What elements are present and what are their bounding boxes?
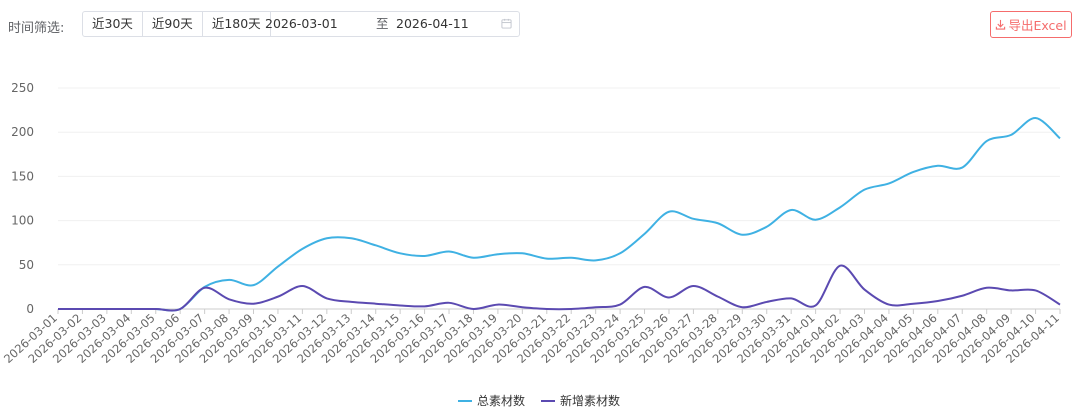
export-excel-label: 导出Excel (1008, 18, 1067, 33)
export-excel-button[interactable]: 导出Excel (990, 11, 1072, 38)
legend-swatch-new (541, 399, 555, 402)
time-filter-label: 时间筛选: (8, 21, 65, 36)
range-180-days-button[interactable]: 近180天 (203, 12, 271, 36)
range-90-days-button[interactable]: 近90天 (143, 12, 203, 36)
start-date-input[interactable]: 2026-03-01 (265, 16, 338, 31)
legend-item-new-materials[interactable]: 新增素材数 (541, 392, 620, 409)
download-icon (996, 19, 1006, 30)
chart-legend: 总素材数 新增素材数 (0, 392, 1080, 412)
legend-label-total: 总素材数 (477, 394, 526, 408)
material-count-line-chart: 0501001502002502026-03-012026-03-022026-… (1, 81, 1062, 366)
y-tick-label-0: 0 (26, 302, 34, 316)
range-30-days-button[interactable]: 近30天 (83, 12, 143, 36)
legend-item-total-materials[interactable]: 总素材数 (458, 392, 525, 409)
date-range-separator: 至 (376, 16, 389, 31)
y-tick-label-200: 200 (11, 125, 34, 139)
end-date-input[interactable]: 2026-04-11 (396, 16, 469, 31)
legend-swatch-total (458, 399, 472, 402)
time-range-picker: 近30天 近90天 近180天 2026-03-01 至 2026-04-11 (82, 11, 520, 37)
legend-label-new: 新增素材数 (560, 394, 621, 408)
series-line-1 (58, 264, 1061, 312)
filter-toolbar: 时间筛选: 近30天 近90天 近180天 2026-03-01 至 2026-… (0, 0, 1080, 48)
calendar-icon[interactable] (501, 18, 512, 29)
series-line-0 (58, 117, 1061, 312)
y-tick-label-50: 50 (19, 258, 34, 272)
y-tick-label-150: 150 (11, 169, 34, 183)
y-tick-label-100: 100 (11, 214, 34, 228)
y-tick-label-250: 250 (11, 81, 34, 95)
